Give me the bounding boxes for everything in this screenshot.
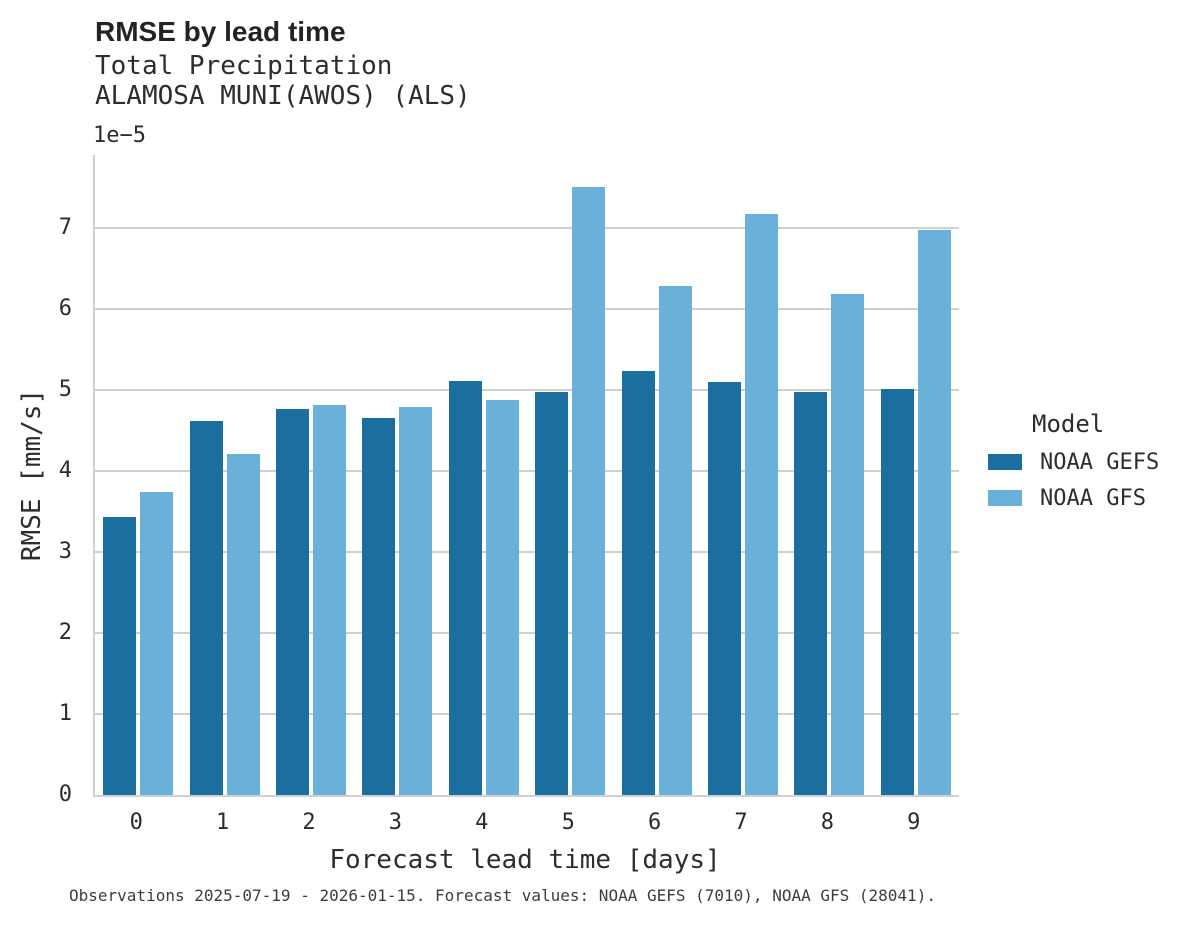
bar-noaa-gfs-day-6	[658, 286, 692, 795]
bar-noaa-gfs-day-3	[399, 406, 433, 795]
bar-noaa-gfs-day-9	[917, 230, 951, 795]
bar-noaa-gefs-day-7	[707, 381, 741, 795]
bar-noaa-gfs-day-1	[226, 453, 260, 795]
footnote: Observations 2025-07-19 - 2026-01-15. Fo…	[69, 886, 936, 905]
gridline-y-6	[95, 307, 959, 310]
bar-noaa-gefs-day-9	[880, 389, 914, 795]
bar-noaa-gefs-day-2	[275, 408, 309, 795]
bar-group-day-1	[181, 155, 267, 795]
x-tick-label-1: 1	[215, 810, 230, 835]
legend-title: Model	[1032, 410, 1105, 438]
bar-noaa-gfs-day-8	[831, 294, 865, 795]
chart-subtitle: Total Precipitation	[95, 51, 393, 81]
legend-item-noaa-gfs: NOAA GFS	[988, 485, 1188, 511]
bar-group-day-6	[613, 155, 699, 795]
gridline-y-2	[95, 631, 959, 634]
x-tick-label-8: 8	[820, 810, 835, 835]
bar-noaa-gfs-day-0	[140, 492, 174, 795]
bar-group-day-7	[700, 155, 786, 795]
y-tick-label-3: 3	[58, 538, 72, 564]
bar-noaa-gefs-day-6	[621, 370, 655, 795]
bar-noaa-gefs-day-0	[103, 517, 137, 795]
x-tick-label-9: 9	[907, 810, 921, 835]
x-tick-label-2: 2	[302, 810, 316, 835]
bar-group-day-3	[354, 155, 440, 795]
y-axis-offset-label: 1e−5	[93, 123, 146, 148]
y-tick-label-5: 5	[58, 376, 72, 402]
y-tick-label-4: 4	[58, 457, 72, 483]
bar-group-day-0	[95, 155, 181, 795]
bar-noaa-gefs-day-4	[448, 381, 482, 795]
gridline-y-5	[95, 388, 959, 391]
x-axis-label: Forecast lead time [days]	[329, 845, 721, 875]
chart-station-subtitle: ALAMOSA MUNI(AWOS) (ALS)	[95, 81, 471, 111]
x-tick-label-5: 5	[561, 810, 575, 835]
bar-group-day-2	[268, 155, 354, 795]
gridline-y-3	[95, 550, 959, 553]
bar-noaa-gefs-day-1	[189, 420, 223, 795]
bar-noaa-gfs-day-5	[572, 186, 606, 795]
y-tick-label-2: 2	[58, 619, 72, 645]
x-tick-label-7: 7	[734, 810, 748, 835]
y-tick-label-1: 1	[58, 701, 72, 726]
bar-group-day-9	[873, 155, 959, 795]
y-axis-ticks: 0 1 2 3 4 5 6 7	[0, 155, 72, 805]
gridline-y-7	[95, 226, 959, 229]
x-tick-label-0: 0	[129, 810, 143, 835]
bar-noaa-gefs-day-8	[794, 392, 828, 795]
plot-area	[93, 155, 959, 797]
legend-swatch-noaa-gfs-icon	[988, 490, 1022, 506]
x-axis-ticks: 0 1 2 3 4 5 6 7 8 9	[93, 808, 957, 838]
bar-noaa-gfs-day-7	[744, 214, 778, 795]
x-tick-label-4: 4	[475, 810, 489, 835]
chart-title: RMSE by lead time	[95, 16, 346, 47]
bar-noaa-gfs-day-4	[485, 400, 519, 795]
bar-group-day-5	[527, 155, 613, 795]
y-tick-label-6: 6	[58, 295, 72, 321]
legend-item-noaa-gefs: NOAA GEFS	[988, 449, 1188, 475]
y-tick-label-7: 7	[58, 214, 72, 240]
legend: Model NOAA GEFS NOAA GFS	[988, 410, 1188, 522]
x-tick-label-6: 6	[647, 810, 662, 835]
bar-group-day-4	[441, 155, 527, 795]
legend-label-noaa-gfs: NOAA GFS	[1040, 485, 1146, 511]
x-tick-label-3: 3	[388, 810, 403, 835]
gridline-y-1	[95, 713, 959, 715]
bar-noaa-gefs-day-5	[535, 391, 569, 795]
legend-swatch-noaa-gefs-icon	[988, 454, 1022, 470]
bar-noaa-gefs-day-3	[362, 418, 396, 795]
bar-group-day-8	[786, 155, 872, 795]
y-tick-label-0: 0	[58, 782, 72, 807]
gridline-y-4	[95, 469, 959, 472]
legend-label-noaa-gefs: NOAA GEFS	[1040, 449, 1160, 475]
bar-noaa-gfs-day-2	[312, 405, 346, 795]
